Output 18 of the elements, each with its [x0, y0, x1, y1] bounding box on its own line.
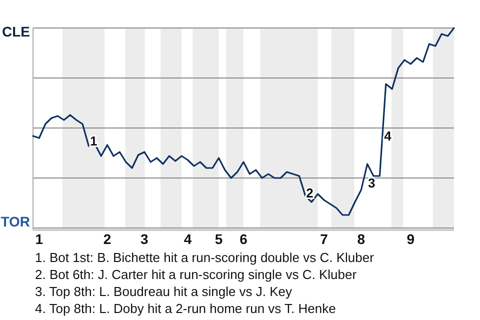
text: 2. Bot 6th: J. Carter hit a run-scoring single vs C. Kluber [35, 267, 358, 282]
x-tick-label: 6 [240, 231, 248, 247]
annotation: 3 [368, 176, 376, 191]
text: 4. Top 8th: L. Doby hit a 2-run home run vs T. Henke [35, 301, 336, 316]
x-tick-label: 5 [214, 231, 223, 247]
x-tick-label: 8 [357, 231, 366, 247]
x-tick-label: 3 [140, 231, 149, 247]
annotation: 2 [306, 186, 314, 201]
text: 1. Bot 1st: B. Bichette hit a run-scoring double vs C. Kluber [35, 250, 375, 265]
x-tick-label: 1 [35, 231, 44, 247]
x-tick-label: 4 [184, 231, 192, 247]
x-tick-label: 2 [103, 231, 112, 247]
annotation: 4 [384, 128, 392, 144]
x-tick-label: 9 [406, 231, 415, 247]
text: TOR [0, 214, 30, 230]
x-tick-label: 7 [320, 231, 328, 247]
text: 3. Top 8th: L. Boudreau hit a single vs J. Key [35, 284, 293, 299]
text: CLE [2, 23, 30, 40]
